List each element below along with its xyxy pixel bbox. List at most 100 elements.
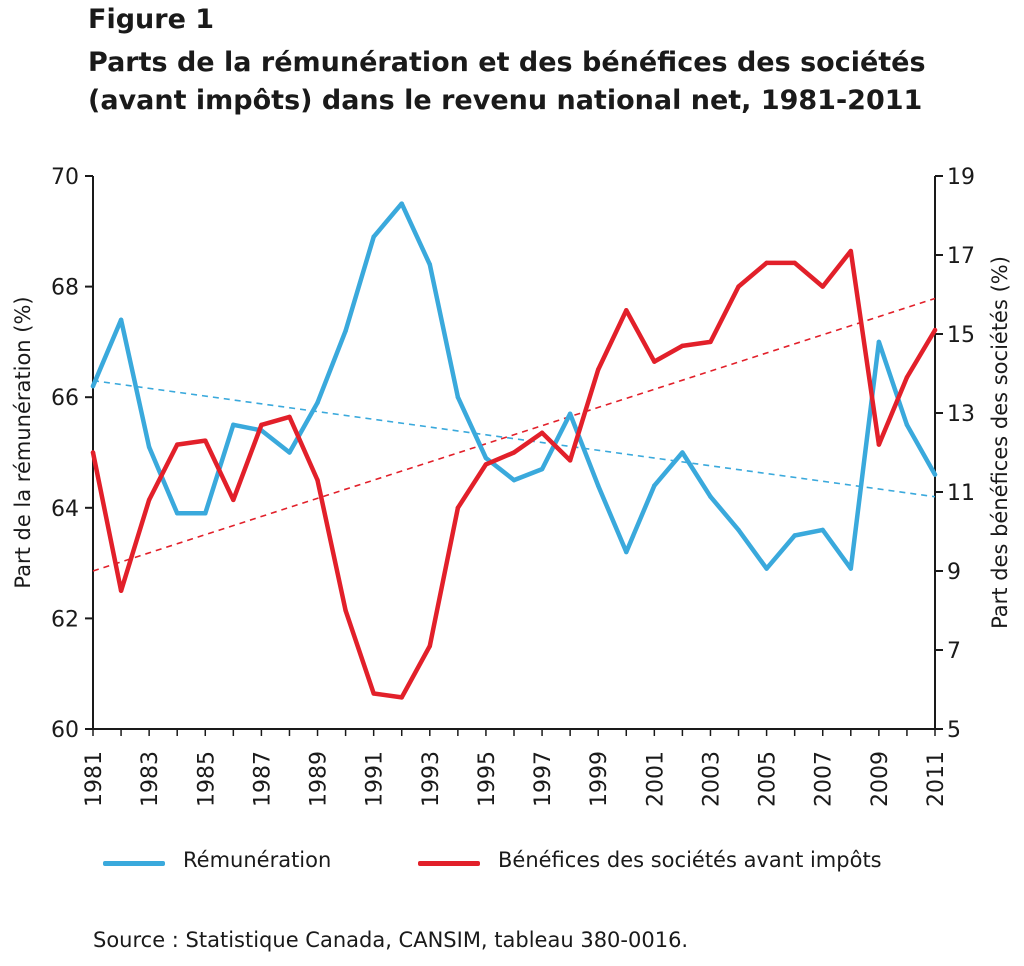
point-remuneration-2007 (820, 527, 825, 533)
x-tick-label: 1999 (587, 751, 612, 807)
figure-label: Figure 1 (88, 4, 215, 35)
point-benefices-1999 (596, 367, 601, 372)
point-benefices-1981 (90, 450, 96, 455)
point-benefices-2006 (792, 260, 797, 266)
y-right-tick-label: 7 (947, 639, 961, 664)
point-benefices-1993 (427, 643, 432, 649)
point-remuneration-1985 (203, 511, 208, 516)
y-left-axis-title: Part de la rémunération (%) (11, 296, 35, 588)
x-tick-label: 1981 (82, 751, 107, 807)
y-right-tick-label: 19 (947, 165, 975, 190)
point-remuneration-1989 (315, 400, 320, 405)
x-tick-label: 2003 (699, 751, 724, 807)
point-remuneration-2011 (932, 472, 938, 477)
y-right-tick-label: 13 (947, 402, 975, 427)
point-remuneration-2006 (792, 533, 797, 538)
point-remuneration-1999 (596, 483, 601, 488)
point-remuneration-2009 (876, 339, 882, 345)
x-tick-label: 1987 (250, 751, 275, 807)
point-benefices-2008 (848, 248, 853, 254)
point-benefices-2000 (624, 308, 629, 313)
x-tick-label: 1985 (194, 751, 219, 807)
y-left-tick-label: 62 (51, 607, 79, 632)
point-remuneration-1984 (175, 511, 180, 516)
point-remuneration-1998 (567, 411, 573, 416)
y-right-tick-label: 15 (947, 323, 975, 348)
x-tick-label: 1991 (363, 751, 388, 807)
figure-title-line1: Parts de la rémunération et des bénéfice… (88, 47, 926, 78)
y-left-tick-label: 66 (51, 386, 79, 411)
point-benefices-1984 (175, 442, 180, 447)
series-line-remuneration (90, 201, 938, 571)
point-remuneration-2001 (652, 483, 657, 488)
legend-swatch-benefices (418, 861, 480, 866)
point-benefices-1982 (118, 588, 124, 593)
y-right-tick-label: 17 (947, 244, 975, 269)
point-benefices-1985 (203, 438, 208, 443)
point-benefices-2009 (876, 442, 882, 447)
point-benefices-2003 (708, 339, 713, 345)
point-benefices-1997 (539, 430, 545, 435)
x-tick-label: 2011 (924, 751, 949, 807)
series-line-benefices (90, 248, 938, 700)
figure-title-line2: (avant impôts) dans le revenu national n… (88, 85, 923, 116)
y-left-tick-label: 68 (51, 276, 79, 301)
point-benefices-1988 (287, 414, 292, 420)
point-remuneration-2004 (736, 527, 741, 533)
x-tick-label: 1995 (475, 751, 500, 807)
y-right-tick-label: 9 (947, 560, 961, 585)
y-right-tick-label: 5 (947, 718, 961, 743)
y-right-axis-title: Part des bénéfices des sociétés (%) (988, 256, 1012, 629)
y-left-tick-label: 70 (51, 165, 79, 190)
point-benefices-1989 (315, 477, 320, 483)
legend-label-remuneration: Rémunération (183, 848, 332, 872)
point-remuneration-2005 (764, 566, 769, 571)
point-benefices-1992 (399, 695, 404, 700)
legend-label-benefices: Bénéfices des sociétés avant impôts (498, 848, 882, 872)
point-benefices-1998 (567, 458, 573, 463)
point-remuneration-1997 (539, 466, 545, 472)
source-note: Source : Statistique Canada, CANSIM, tab… (93, 928, 689, 952)
y-left-tick-label: 64 (51, 497, 79, 522)
x-tick-label: 1993 (419, 751, 444, 807)
point-benefices-2004 (736, 284, 741, 289)
point-benefices-2002 (680, 343, 685, 349)
figure-title: Parts de la rémunération et des bénéfice… (88, 44, 988, 120)
point-benefices-2007 (820, 284, 825, 289)
point-benefices-2005 (764, 260, 769, 266)
point-benefices-1991 (371, 691, 376, 696)
point-benefices-2011 (932, 327, 938, 333)
point-remuneration-1991 (371, 234, 376, 240)
point-remuneration-2008 (848, 566, 853, 571)
trendline-remuneration (92, 379, 936, 498)
point-remuneration-1983 (146, 444, 152, 450)
point-remuneration-1994 (455, 395, 461, 400)
point-remuneration-2000 (624, 549, 629, 555)
point-benefices-1987 (259, 422, 264, 428)
y-right-tick-label: 11 (947, 481, 975, 506)
point-benefices-1995 (483, 462, 489, 467)
point-remuneration-2003 (708, 494, 713, 499)
x-tick-label: 1997 (531, 751, 556, 807)
legend-swatch-remuneration (103, 861, 165, 866)
point-remuneration-2002 (680, 450, 685, 455)
point-remuneration-1986 (231, 422, 236, 428)
point-benefices-1986 (231, 497, 236, 503)
x-tick-label: 2005 (756, 751, 781, 807)
point-benefices-2001 (652, 359, 657, 364)
x-tick-label: 2001 (643, 751, 668, 807)
x-tick-label: 2009 (868, 751, 893, 807)
point-remuneration-1988 (287, 450, 292, 455)
point-remuneration-1990 (343, 328, 348, 334)
point-remuneration-1982 (118, 317, 124, 322)
point-benefices-2010 (904, 375, 910, 380)
x-tick-label: 1989 (307, 751, 332, 807)
point-benefices-1994 (455, 505, 461, 510)
point-benefices-1996 (511, 450, 517, 455)
x-tick-label: 1983 (138, 751, 163, 807)
point-benefices-1990 (343, 608, 348, 613)
point-remuneration-2010 (904, 422, 910, 428)
point-remuneration-1992 (399, 201, 404, 206)
point-remuneration-1995 (483, 455, 489, 461)
